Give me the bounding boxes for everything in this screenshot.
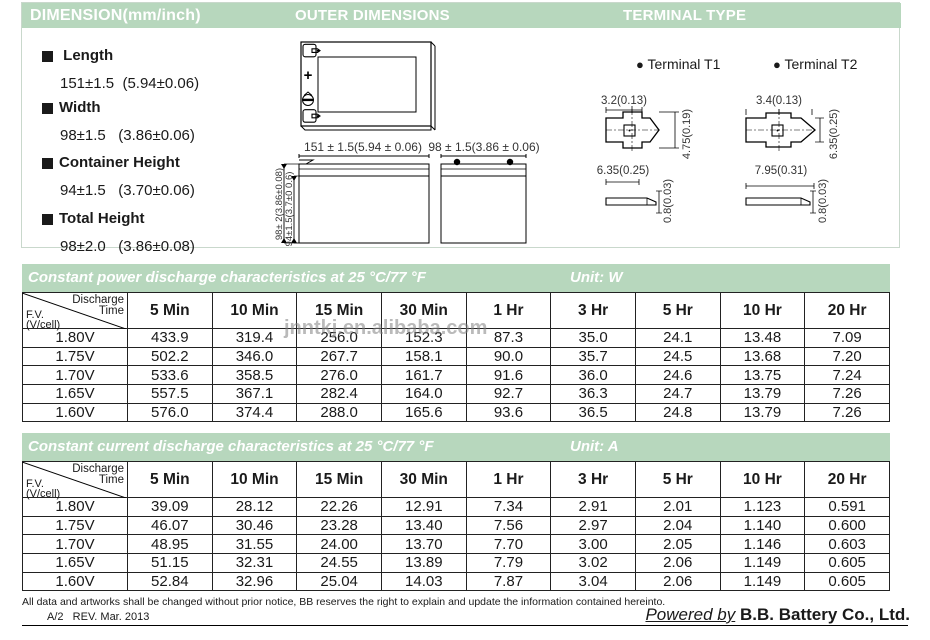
svg-text:3.2(0.13): 3.2(0.13) — [601, 95, 647, 107]
svg-text:6.35(0.25): 6.35(0.25) — [828, 109, 840, 159]
svg-text:3.4(0.13): 3.4(0.13) — [756, 95, 802, 107]
svg-text:0.8(0.03): 0.8(0.03) — [817, 179, 829, 223]
svg-text:4.75(0.19): 4.75(0.19) — [681, 109, 693, 159]
svg-text:0.8(0.03): 0.8(0.03) — [662, 179, 674, 223]
svg-text:6.35(0.25): 6.35(0.25) — [597, 165, 650, 177]
svg-text:7.95(0.31): 7.95(0.31) — [755, 165, 808, 177]
